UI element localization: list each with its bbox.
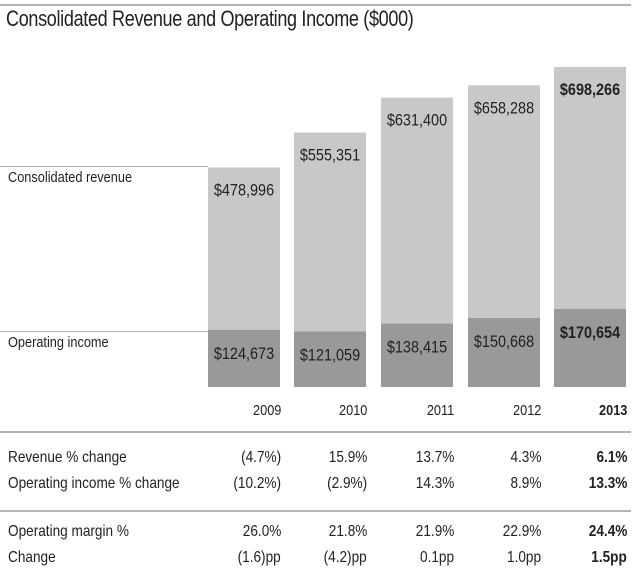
cell-margin-change-2009: (1.6)pp [237,549,281,566]
top-rule [0,4,631,6]
revenue-value-label-2010: $555,351 [300,146,360,164]
operating-income-bar-2010 [294,331,366,387]
revenue-value-label-2011: $631,400 [387,112,447,130]
cell-operating-income-change-2010: (2.9%) [326,475,367,492]
revenue-value-label-2013: $698,266 [560,81,620,99]
cell-operating-income-change-2011: 14.3% [415,475,454,492]
operating-income-value-label-2012: $150,668 [474,333,534,351]
cell-revenue-change-2010: 15.9% [328,449,367,466]
cell-operating-margin-2010: 21.8% [328,523,367,540]
operating-income-value-label-2010: $121,059 [300,347,360,365]
row-label-operating-income-change: Operating income % change [8,475,180,492]
cell-revenue-change-2009: (4.7%) [240,449,281,466]
operating-income-value-label-2011: $138,415 [387,339,447,357]
cell-revenue-change-2011: 13.7% [415,449,454,466]
operating-income-value-label-2013: $170,654 [560,324,620,342]
operating-income-value-label-2009: $124,673 [214,345,274,363]
cell-operating-income-change-2012: 8.9% [510,475,541,492]
cell-margin-change-2011: 0.1pp [419,549,454,566]
operating-income-bar-2013 [554,308,626,387]
row-label-revenue-change: Revenue % change [8,449,127,466]
chart-title: Consolidated Revenue and Operating Incom… [6,6,414,31]
bar-chart: $478,996 $124,673 $555,351 $121,059 $631,400… [208,67,626,387]
cell-operating-margin-2012: 22.9% [502,523,541,540]
operating-income-guide-line [0,331,208,332]
year-label-2010: 2010 [338,402,367,419]
revenue-bar-2013 [554,67,626,309]
year-label-2011: 2011 [426,402,454,419]
operating-income-bar-2009 [208,329,280,387]
revenue-guide-line [0,166,208,167]
cell-operating-margin-2009: 26.0% [242,523,281,540]
table-top-rule [0,431,631,433]
cell-operating-margin-2013: 24.4% [588,523,627,540]
cell-revenue-change-2012: 4.3% [510,449,541,466]
cell-operating-income-change-2013: 13.3% [588,475,627,492]
cell-operating-margin-2011: 21.9% [415,523,454,540]
revenue-bar-2009 [208,167,280,330]
legend-consolidated-revenue: Consolidated revenue [8,169,133,186]
cell-margin-change-2012: 1.0pp [506,549,541,566]
cell-margin-change-2013: 1.5pp [591,549,627,566]
revenue-bar-2010 [294,132,366,332]
operating-income-bar-2012 [468,317,540,387]
revenue-bar-2011 [381,97,453,324]
row-label-operating-margin: Operating margin % [8,523,129,540]
revenue-bar-2012 [468,85,540,318]
legend-operating-income: Operating income [8,334,109,351]
year-label-2013: 2013 [598,402,627,419]
table-middle-rule [0,510,631,512]
revenue-value-label-2012: $658,288 [474,99,534,117]
cell-operating-income-change-2009: (10.2%) [233,475,281,492]
year-label-2012: 2012 [512,402,541,419]
cell-revenue-change-2013: 6.1% [596,449,627,466]
revenue-value-label-2009: $478,996 [214,181,274,199]
cell-margin-change-2010: (4.2)pp [323,549,367,566]
year-label-2009: 2009 [252,402,281,419]
operating-income-bar-2011 [381,323,453,387]
row-label-margin-change: Change [8,549,56,566]
